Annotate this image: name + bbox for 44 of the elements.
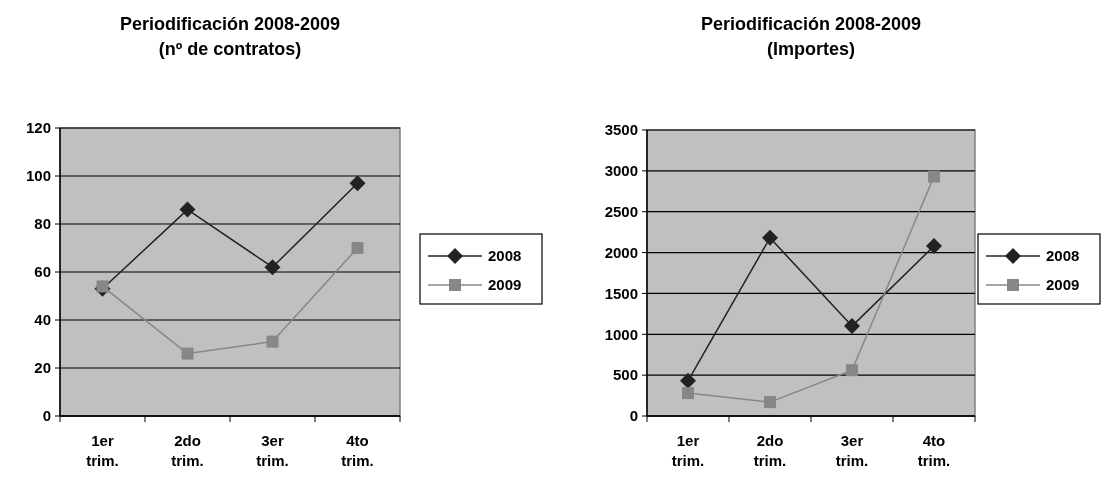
point (844, 318, 860, 335)
y-tick-label: 2000 (604, 243, 638, 261)
legend-label: 2009 (488, 276, 522, 294)
chart-title: Periodificación 2008-2009 (Importes) (700, 14, 922, 59)
point (266, 335, 279, 348)
point (764, 396, 776, 409)
x-tick-label: 1er trim. (671, 432, 705, 469)
point (96, 280, 109, 293)
point (682, 387, 694, 400)
point (181, 347, 194, 360)
point (179, 201, 196, 218)
point (351, 242, 364, 254)
y-tick-label: 1500 (604, 284, 638, 302)
point (264, 259, 281, 276)
x-tick-label: 4to trim. (917, 432, 951, 469)
y-tick-label: 3500 (604, 121, 638, 139)
y-tick-label: 500 (612, 366, 638, 384)
x-tick-label: 1er trim. (86, 432, 119, 469)
y-tick-label: 0 (42, 407, 51, 425)
y-tick-label: 100 (25, 167, 51, 185)
x-tick-label: 2do trim. (171, 432, 204, 469)
y-tick-label: 0 (629, 407, 638, 425)
legend-label: 2009 (1046, 276, 1080, 294)
legend-label: 2008 (488, 247, 522, 265)
chart-title: Periodificación 2008-2009 (nº de contratos) (119, 14, 341, 59)
point (926, 238, 942, 255)
legend-label: 2008 (1046, 247, 1080, 265)
x-tick-label: 3er trim. (835, 432, 869, 469)
y-tick-label: 2500 (604, 202, 638, 220)
point (846, 364, 858, 377)
x-tick-label: 2do trim. (753, 432, 787, 469)
y-tick-label: 60 (34, 263, 51, 281)
point (928, 170, 940, 183)
point (762, 229, 778, 246)
x-tick-label: 3er trim. (256, 432, 289, 469)
y-tick-label: 1000 (604, 325, 638, 343)
x-tick-label: 4to trim. (341, 432, 374, 469)
y-tick-label: 80 (34, 215, 51, 233)
point (349, 175, 366, 192)
y-tick-label: 120 (25, 119, 51, 137)
point (680, 372, 696, 389)
y-tick-label: 40 (34, 311, 51, 329)
y-tick-label: 3000 (604, 162, 638, 180)
y-tick-label: 20 (34, 359, 51, 377)
